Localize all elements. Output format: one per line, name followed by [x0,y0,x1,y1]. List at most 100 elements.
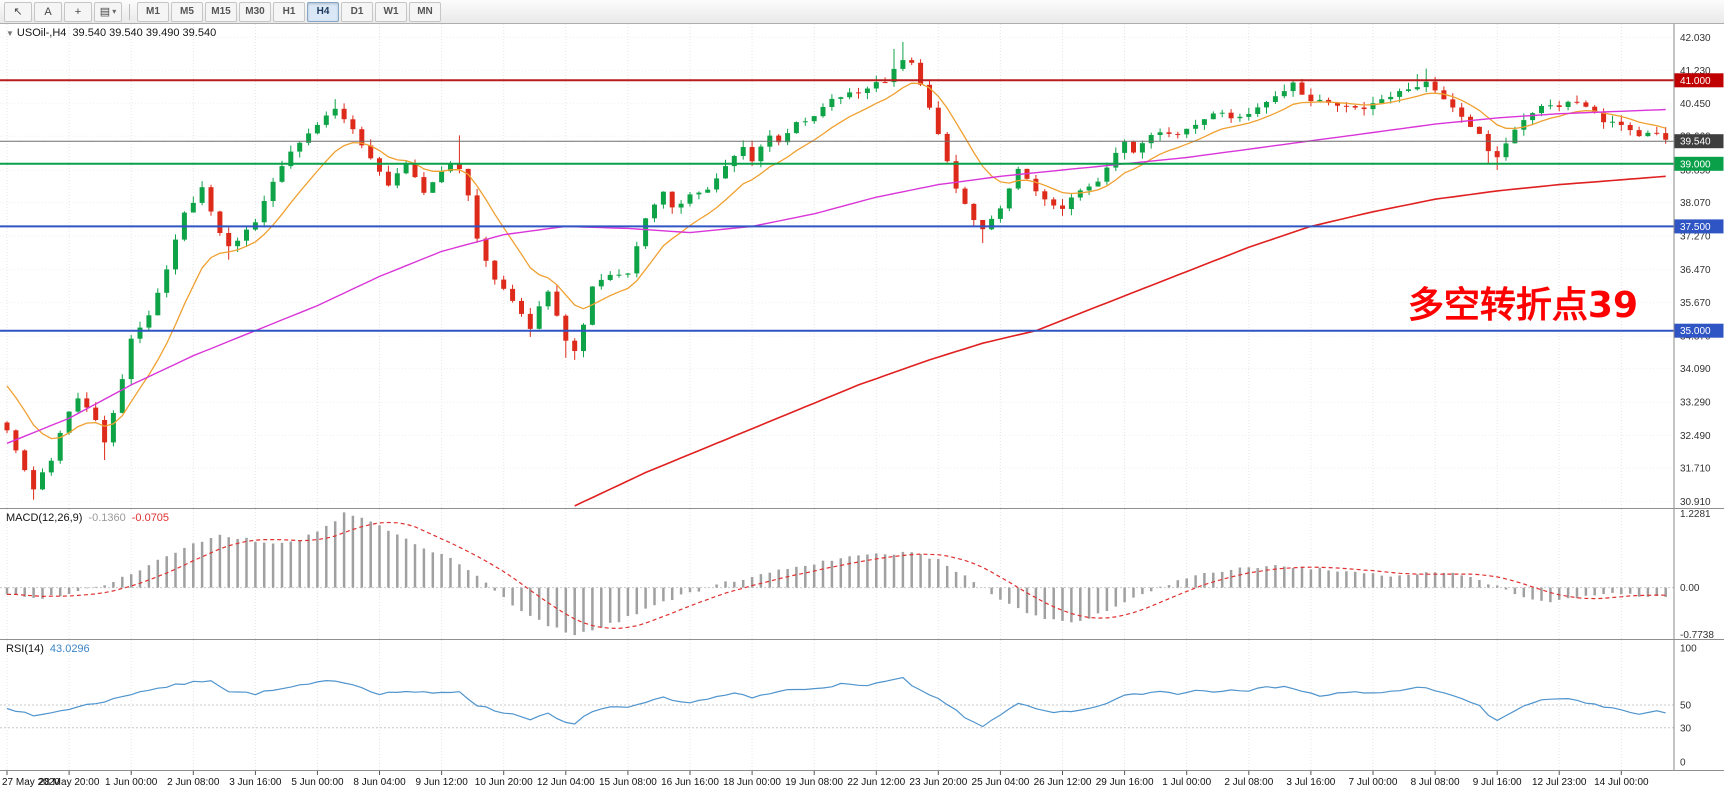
rsi-canvas[interactable]: 100 50 30 0 [0,640,1724,770]
svg-text:33.290: 33.290 [1680,398,1711,409]
svg-text:35.670: 35.670 [1680,298,1711,309]
svg-text:42.030: 42.030 [1680,33,1711,44]
svg-text:37.500: 37.500 [1680,222,1711,233]
svg-text:26 Jun 12:00: 26 Jun 12:00 [1034,777,1092,788]
rsi-line [6,676,1666,728]
svg-text:38.070: 38.070 [1680,198,1711,209]
svg-text:39.000: 39.000 [1680,159,1711,170]
price-badge [1674,219,1724,234]
timeframe-w1-button[interactable]: W1 [375,1,407,22]
svg-text:23 Jun 20:00: 23 Jun 20:00 [909,777,967,788]
svg-text:16 Jun 16:00: 16 Jun 16:00 [661,777,719,788]
svg-text:3 Jul 16:00: 3 Jul 16:00 [1286,777,1335,788]
svg-text:39.540: 39.540 [1680,137,1711,148]
macd-header: MACD(12,26,9) -0.1360 -0.0705 [6,512,169,524]
macd-value: -0.1360 [88,512,126,524]
text-label-icon: A [44,5,52,18]
svg-text:5 Jun 00:00: 5 Jun 00:00 [291,777,344,788]
price-badge [1674,323,1724,338]
svg-text:30: 30 [1680,723,1692,734]
ohlc-values: 39.540 39.540 39.490 39.540 [72,27,217,39]
svg-text:10 Jun 20:00: 10 Jun 20:00 [475,777,533,788]
timeframe-d1-button[interactable]: D1 [341,1,373,22]
timeframe-mn-button[interactable]: MN [409,1,441,22]
svg-text:2 Jun 08:00: 2 Jun 08:00 [167,777,220,788]
cursor-icon: ↖ [13,6,23,18]
svg-text:19 Jun 08:00: 19 Jun 08:00 [785,777,843,788]
svg-text:34.090: 34.090 [1680,364,1711,375]
svg-text:1 Jul 00:00: 1 Jul 00:00 [1162,777,1211,788]
ma-fast-line [6,82,1666,440]
timeframe-h1-button[interactable]: H1 [273,1,305,22]
price-badge [1674,156,1724,171]
main-chart-canvas[interactable]: 42.03041.23040.45039.66038.85038.07037.2… [0,24,1724,508]
svg-text:8 Jun 04:00: 8 Jun 04:00 [353,777,406,788]
svg-text:8 Jul 08:00: 8 Jul 08:00 [1411,777,1460,788]
cursor-tool-button[interactable]: ↖ [4,1,32,22]
macd-signal-value: -0.0705 [131,512,170,524]
chart-toolbar: ↖ A + ▤ ▾ M1 M5 M15 M30 H1 H4 D1 W1 MN [0,0,1724,24]
rsi-header: RSI(14) 43.0296 [6,643,90,655]
timeframe-m30-button[interactable]: M30 [239,1,271,22]
collapse-icon[interactable]: ▼ [6,29,14,38]
svg-text:18 Jun 00:00: 18 Jun 00:00 [723,777,781,788]
macd-panel: MACD(12,26,9) -0.1360 -0.0705 1.2281 0.00 -0… [0,508,1724,639]
svg-text:9 Jun 12:00: 9 Jun 12:00 [415,777,468,788]
svg-text:1 Jun 00:00: 1 Jun 00:00 [105,777,158,788]
toolbar-separator [129,3,130,20]
svg-text:38.850: 38.850 [1680,166,1711,177]
svg-text:22 Jun 12:00: 22 Jun 12:00 [847,777,905,788]
svg-text:0.00: 0.00 [1680,583,1700,594]
macd-label: MACD(12,26,9) [6,512,83,524]
svg-text:-0.7738: -0.7738 [1680,630,1714,639]
svg-text:41.230: 41.230 [1680,66,1711,77]
rsi-panel: RSI(14) 43.0296 100 50 30 0 [0,639,1724,770]
macd-signal-line [7,521,1666,630]
svg-text:0: 0 [1680,758,1686,769]
svg-text:100: 100 [1680,644,1697,655]
crosshair-tool-button[interactable]: + [64,1,92,22]
chart-annotation: 多空转折点39 [1407,285,1638,326]
svg-text:31.710: 31.710 [1680,463,1711,474]
time-axis[interactable]: 27 May 2020 28 May 20:00 1 Jun 00:00 2 Jun … [0,770,1724,792]
svg-text:30.910: 30.910 [1680,497,1711,508]
svg-text:15 Jun 08:00: 15 Jun 08:00 [599,777,657,788]
drawing-tools-icon: ▤ [99,6,111,18]
text-label-tool-button[interactable]: A [34,1,62,22]
svg-text:12 Jul 23:00: 12 Jul 23:00 [1532,777,1587,788]
svg-text:41.000: 41.000 [1680,76,1711,87]
svg-text:25 Jun 04:00: 25 Jun 04:00 [972,777,1030,788]
svg-text:36.470: 36.470 [1680,265,1711,276]
svg-text:12 Jun 04:00: 12 Jun 04:00 [537,777,595,788]
svg-text:27 May 2020: 27 May 2020 [2,777,60,788]
drawing-tools-button[interactable]: ▤ ▾ [94,1,122,22]
ma-slow-line [574,175,1666,507]
svg-text:32.490: 32.490 [1680,431,1711,442]
svg-text:28 May 20:00: 28 May 20:00 [39,777,100,788]
svg-text:2 Jul 08:00: 2 Jul 08:00 [1224,777,1273,788]
svg-text:40.450: 40.450 [1680,99,1711,110]
rsi-label: RSI(14) [6,643,44,655]
timeframe-m1-button[interactable]: M1 [137,1,169,22]
svg-text:37.270: 37.270 [1680,232,1711,243]
macd-canvas[interactable]: 1.2281 0.00 -0.7738 [0,509,1724,639]
symbol-header: ▼ USOil-,H4 39.540 39.540 39.490 39.540 [6,27,216,39]
price-badge [1674,73,1724,88]
ma-medium-line [6,108,1666,444]
svg-text:3 Jun 16:00: 3 Jun 16:00 [229,777,282,788]
timeframe-m15-button[interactable]: M15 [205,1,237,22]
svg-text:7 Jul 00:00: 7 Jul 00:00 [1349,777,1398,788]
svg-text:35.000: 35.000 [1680,326,1711,337]
rsi-value: 43.0296 [49,643,90,655]
timeframe-m5-button[interactable]: M5 [171,1,203,22]
candles [4,41,1669,500]
svg-text:9 Jul 16:00: 9 Jul 16:00 [1473,777,1522,788]
svg-text:14 Jul 00:00: 14 Jul 00:00 [1594,777,1649,788]
crosshair-icon: + [74,5,82,18]
timeframe-h4-button[interactable]: H4 [307,1,339,22]
main-chart-panel: ▼ USOil-,H4 39.540 39.540 39.490 39.540 多空… [0,24,1724,508]
price-badge [1674,134,1724,149]
symbol-title: USOil-,H4 [16,27,67,39]
